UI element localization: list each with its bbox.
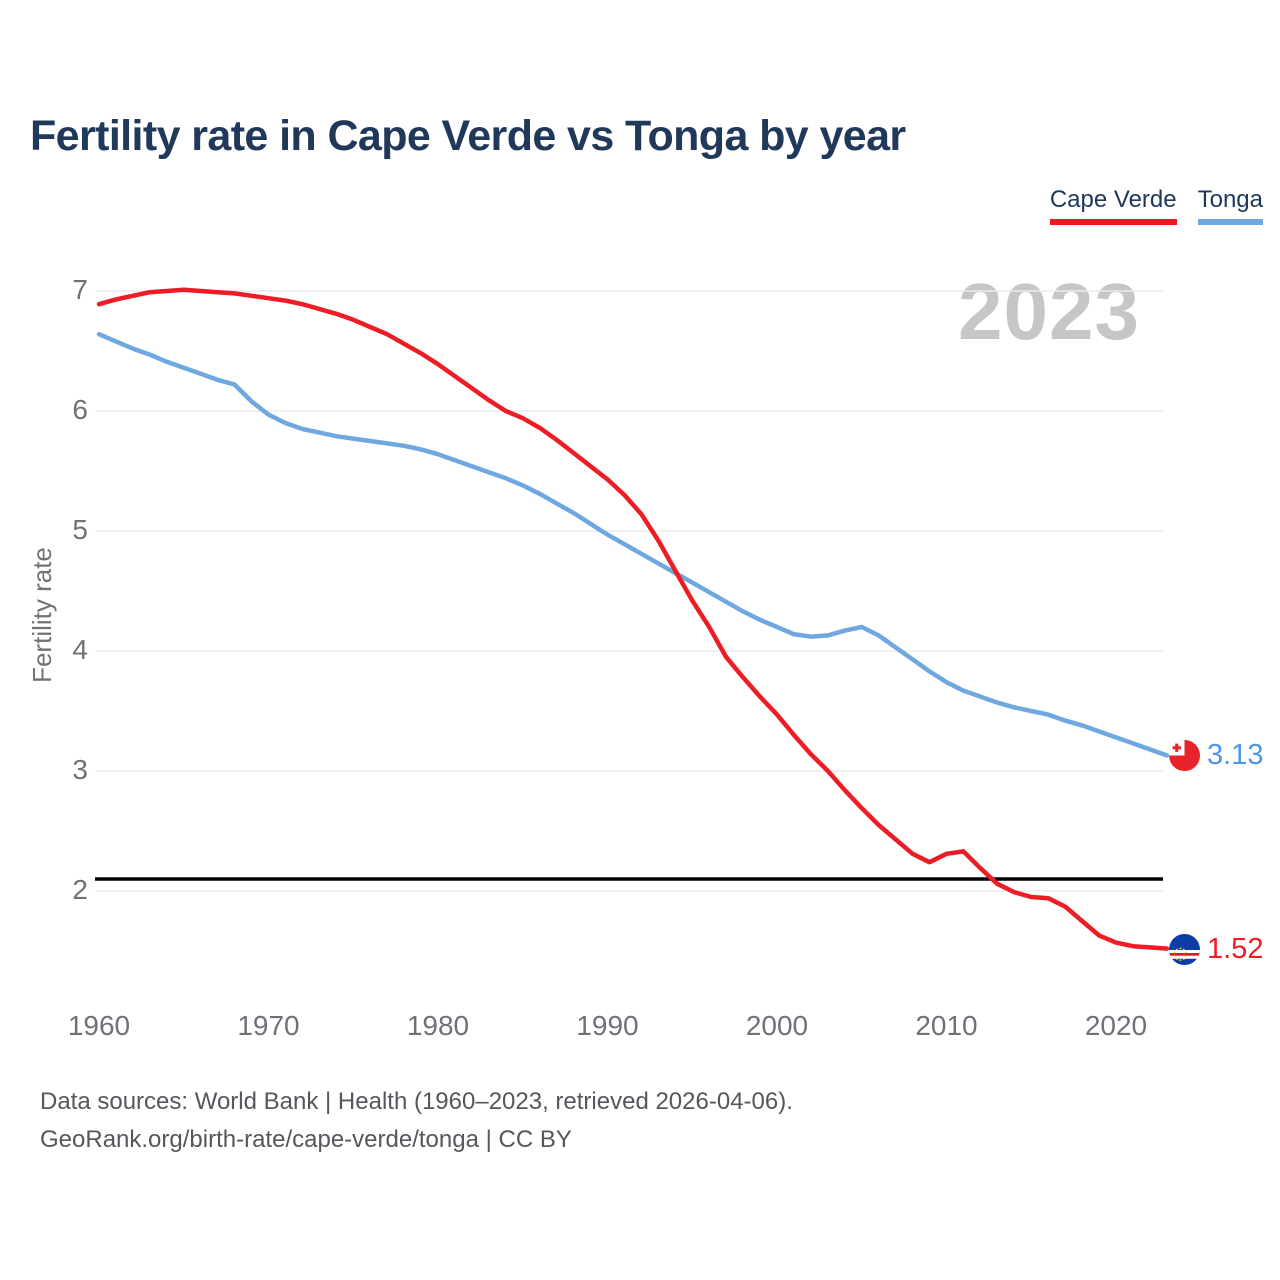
x-tick-1980: 1980 [406, 1010, 470, 1041]
y-tick-3: 3 [72, 754, 88, 785]
x-tick-1990: 1990 [576, 1010, 639, 1041]
end-value-cape-verde: 1.52 [1169, 933, 1263, 966]
end-value-cape-verde-text: 1.52 [1207, 933, 1264, 965]
y-tick-7: 7 [72, 274, 88, 305]
x-tick-1970: 1970 [237, 1010, 300, 1041]
x-tick-1960: 1960 [67, 1010, 131, 1041]
legend-item-cape-verde[interactable]: Cape Verde [1049, 186, 1177, 225]
end-value-tonga: 3.13 [1169, 739, 1263, 772]
tonga-flag-icon [1169, 740, 1200, 771]
legend-item-tonga[interactable]: Tonga [1197, 186, 1263, 225]
cape-verde-flag-icon [1169, 934, 1200, 965]
source-line-2: GeoRank.org/birth-rate/cape-verde/tonga … [40, 1126, 572, 1153]
legend-label-tonga: Tonga [1197, 186, 1263, 213]
y-tick-4: 4 [72, 634, 88, 665]
source-attribution: Data sources: World Bank | Health (1960–… [40, 1083, 793, 1159]
y-tick-2: 2 [72, 874, 88, 905]
x-tick-2020: 2020 [1084, 1010, 1148, 1041]
year-watermark: 2023 [958, 267, 1140, 356]
y-tick-6: 6 [72, 394, 88, 425]
y-tick-5: 5 [72, 514, 88, 545]
x-tick-2000: 2000 [745, 1010, 809, 1041]
source-line-1: Data sources: World Bank | Health (1960–… [40, 1088, 793, 1115]
page-title: Fertility rate in Cape Verde vs Tonga by… [30, 112, 906, 160]
legend-label-cape-verde: Cape Verde [1049, 186, 1177, 213]
end-value-tonga-text: 3.13 [1207, 739, 1264, 771]
series-line-tonga [96, 331, 1170, 758]
legend: Cape Verde Tonga [1049, 186, 1263, 225]
x-tick-2010: 2010 [915, 1010, 978, 1041]
series-line-cape-verde [96, 287, 1170, 951]
